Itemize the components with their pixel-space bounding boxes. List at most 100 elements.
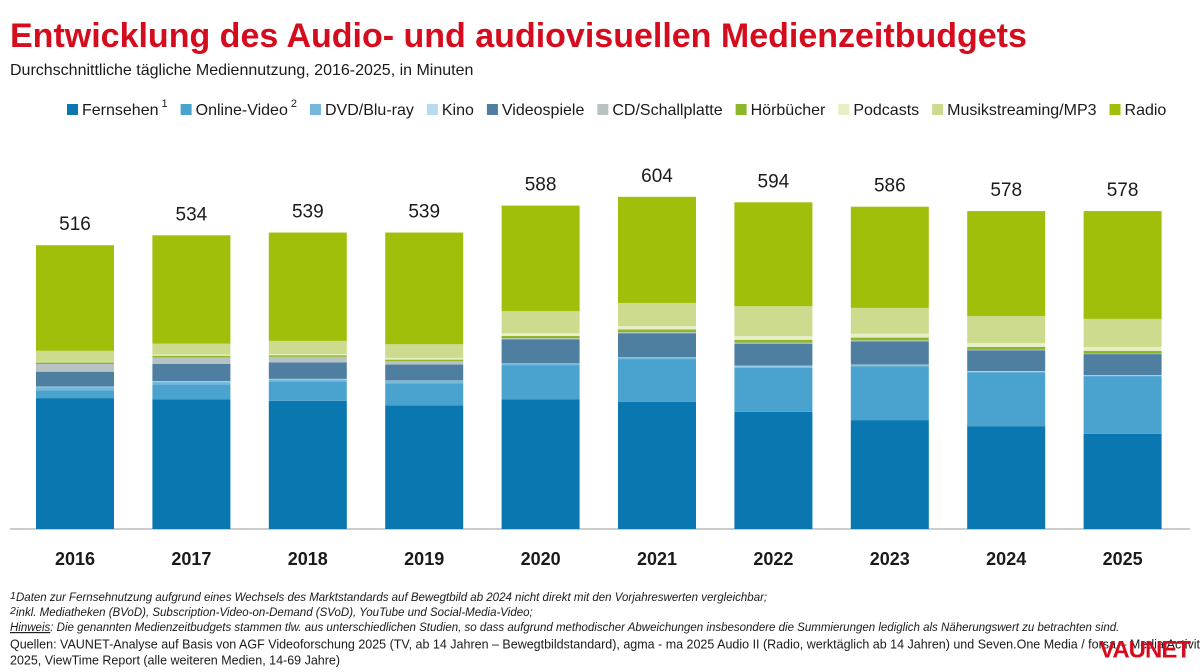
legend-label: Fernsehen [82,102,159,119]
total-label: 534 [176,204,208,225]
bar-segment [501,363,580,364]
bar-segment [967,426,1046,529]
bar-segment [268,355,347,357]
bar-segment [850,420,929,529]
legend-label: DVD/Blu-ray [325,102,414,119]
source: 2025, ViewTime Report (alle weiteren Med… [10,653,340,667]
bar-segment [385,359,464,362]
bar-segment [36,386,114,388]
bar-segment [36,398,114,529]
bar-segment [501,365,580,400]
bar-segment [618,329,696,333]
bar-segment [850,365,929,367]
bar-segment [734,365,813,367]
bar-segment [1083,433,1162,529]
footnote: inkl. Mediatheken (BVoD), Subscription-V… [16,607,533,619]
chart-subtitle: Durchschnittliche tägliche Mediennutzung… [10,62,473,79]
bar-segment [501,364,580,366]
x-tick-label: 2020 [521,549,561,569]
bar-segment [36,387,114,391]
legend-label: CD/Schallplatte [612,102,722,119]
bar-segment [501,205,580,312]
bar-segment [268,340,347,355]
bar-segment [967,316,1046,344]
bar-segment [36,362,114,364]
bar-segment [618,357,696,360]
bar-segment [967,349,1046,351]
bar-segment [734,339,813,343]
bar-segment [850,341,929,365]
bar-segment [850,364,929,366]
bar-segment [618,196,696,303]
bar-segment [734,343,813,366]
footnote-mark: 1 [10,590,16,602]
bar-segment [152,381,231,385]
bar-segment [268,354,347,356]
source: Quellen: VAUNET-Analyse auf Basis von AG… [10,637,1200,651]
bar-segment [152,343,231,355]
bar-segment [618,401,696,529]
legend-footnote: 1 [162,98,168,110]
bar-segment [36,245,114,351]
bar-segment [152,357,231,364]
legend-swatch [932,104,944,115]
legend-label: Online-Video [196,102,288,119]
bar-segment [850,333,929,338]
total-label: 516 [59,214,91,235]
bar-segment [501,339,580,364]
bar-segment [385,361,464,365]
legend-label: Videospiele [502,102,585,119]
bar-segment [1083,211,1162,319]
bar-segment [1083,318,1162,347]
x-tick-label: 2023 [870,549,910,569]
bar-segment [1083,350,1162,354]
chart-title: Entwicklung des Audio- und audiovisuelle… [10,17,1027,55]
legend-swatch [67,104,78,115]
bar-segment [967,371,1046,372]
bar-segment [734,306,813,336]
bar-segment [618,333,696,358]
legend-footnote: 2 [291,98,297,110]
legend-label: Radio [1125,102,1167,119]
note-text: : Die genannten Medienzeitbudgets stamme… [50,622,1119,634]
footnote-mark: 2 [9,605,16,617]
bar-segment [734,202,813,307]
bar-segment [618,332,696,334]
total-label: 588 [525,175,557,196]
bar-segment [1083,353,1162,355]
bar-segment [501,338,580,340]
bar-segment [1083,375,1162,377]
total-label: 539 [292,202,324,223]
bar-segment [36,361,114,363]
bar-segment [36,350,114,362]
legend-swatch [180,104,192,115]
bar-segment [268,379,347,382]
bar-segment [967,211,1046,317]
bar-segment [734,411,813,529]
legend-label: Hörbücher [751,102,826,119]
bar-segment [1083,354,1162,375]
bar-segment [501,333,580,336]
legend-swatch [309,104,321,115]
bar-segment [850,337,929,341]
bar-segment [501,399,580,529]
bar-segment [1083,375,1162,376]
x-tick-label: 2022 [753,549,793,569]
legend-swatch [735,104,747,115]
bar-segment [734,342,813,344]
bar-segment [850,366,929,421]
x-tick-label: 2018 [288,549,328,569]
bar-segment [36,390,114,399]
legend-swatch [426,104,438,115]
bar-segment [850,307,929,334]
legend-swatch [1109,104,1121,115]
bar-segment [268,378,347,380]
bar-segment [618,326,696,330]
bar-segment [967,350,1046,372]
bar-segment [152,354,231,356]
bar-segment [618,357,696,358]
x-tick-label: 2016 [55,549,95,569]
bar-segment [385,357,464,360]
bar-segment [967,346,1046,350]
